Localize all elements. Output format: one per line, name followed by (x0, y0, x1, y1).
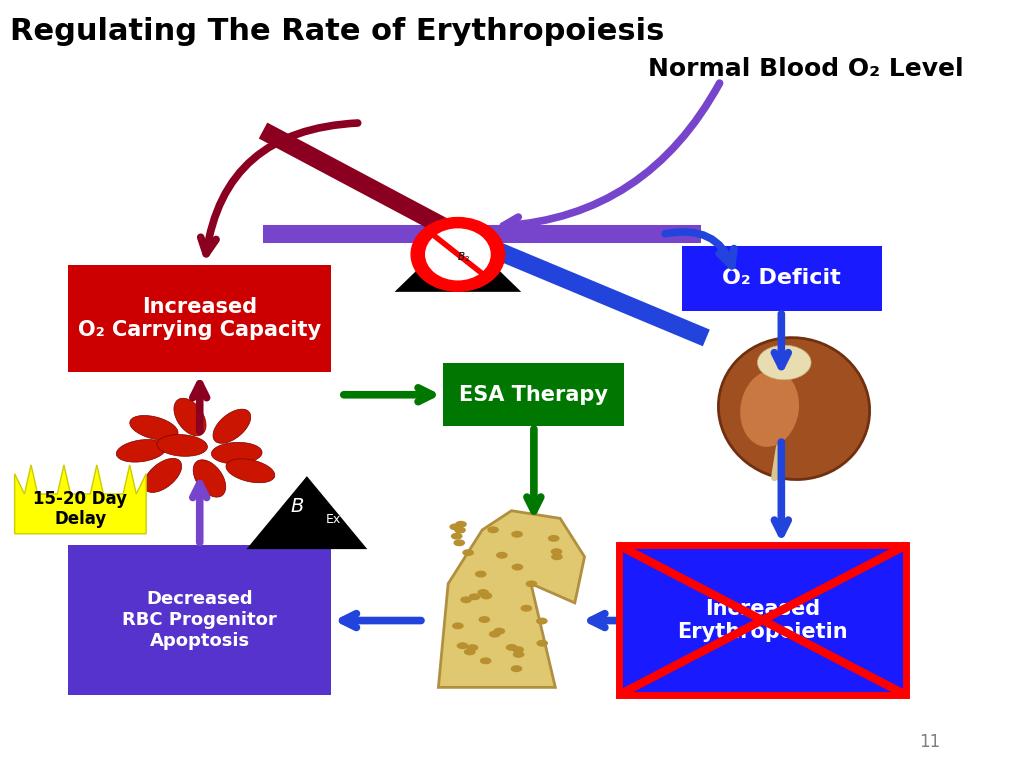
Ellipse shape (194, 460, 225, 497)
Text: Regulating The Rate of Erythropoiesis: Regulating The Rate of Erythropoiesis (10, 17, 665, 46)
Ellipse shape (740, 370, 799, 447)
Ellipse shape (512, 564, 523, 571)
FancyBboxPatch shape (682, 246, 882, 311)
Ellipse shape (475, 571, 486, 578)
Ellipse shape (513, 651, 524, 658)
Ellipse shape (512, 646, 524, 653)
Ellipse shape (143, 458, 181, 492)
Ellipse shape (477, 589, 489, 596)
FancyBboxPatch shape (443, 363, 624, 426)
Ellipse shape (130, 415, 178, 440)
PathPatch shape (438, 511, 585, 687)
Ellipse shape (211, 442, 262, 464)
Text: Increased
O₂ Carrying Capacity: Increased O₂ Carrying Capacity (78, 297, 322, 340)
FancyBboxPatch shape (69, 545, 331, 695)
Ellipse shape (213, 409, 251, 443)
Ellipse shape (758, 346, 811, 379)
Polygon shape (14, 465, 146, 534)
Ellipse shape (506, 644, 517, 651)
Ellipse shape (548, 535, 559, 542)
Text: Increased
Erythropoietin: Increased Erythropoietin (677, 598, 848, 642)
Ellipse shape (511, 665, 522, 672)
Text: 11: 11 (919, 733, 940, 751)
Ellipse shape (467, 644, 478, 651)
Circle shape (411, 217, 505, 291)
Text: 15-20 Day
Delay: 15-20 Day Delay (34, 490, 127, 528)
Ellipse shape (450, 524, 461, 531)
Ellipse shape (537, 640, 548, 647)
Ellipse shape (487, 526, 499, 533)
Text: O₂ Deficit: O₂ Deficit (723, 268, 841, 289)
Ellipse shape (157, 435, 208, 456)
Ellipse shape (480, 592, 493, 599)
Ellipse shape (494, 627, 505, 634)
Polygon shape (247, 476, 368, 549)
Ellipse shape (551, 553, 563, 560)
Text: $B_2$: $B_2$ (458, 250, 470, 264)
Ellipse shape (452, 622, 464, 629)
Ellipse shape (478, 616, 490, 623)
FancyBboxPatch shape (69, 265, 331, 372)
Text: ESA Therapy: ESA Therapy (459, 385, 608, 405)
Ellipse shape (464, 648, 475, 655)
Text: Decreased
RBC Progenitor
Apoptosis: Decreased RBC Progenitor Apoptosis (122, 591, 278, 650)
Ellipse shape (520, 604, 532, 611)
Ellipse shape (525, 581, 538, 588)
Ellipse shape (480, 657, 492, 664)
Ellipse shape (451, 533, 463, 540)
Text: $B$: $B$ (290, 498, 304, 516)
Ellipse shape (457, 642, 468, 649)
Ellipse shape (488, 631, 501, 637)
FancyBboxPatch shape (618, 545, 906, 695)
Ellipse shape (460, 596, 472, 603)
Ellipse shape (511, 531, 523, 538)
Ellipse shape (551, 548, 562, 555)
Ellipse shape (536, 617, 548, 624)
Ellipse shape (719, 338, 869, 479)
Ellipse shape (455, 521, 467, 528)
Ellipse shape (480, 592, 492, 599)
Ellipse shape (462, 549, 474, 556)
Text: Normal Blood O₂ Level: Normal Blood O₂ Level (648, 57, 964, 81)
Circle shape (426, 229, 490, 280)
Ellipse shape (454, 539, 465, 546)
Polygon shape (394, 230, 521, 292)
Ellipse shape (117, 439, 166, 462)
Text: Ex: Ex (326, 514, 341, 526)
Ellipse shape (226, 458, 274, 483)
Ellipse shape (454, 527, 466, 534)
Ellipse shape (469, 594, 480, 601)
Ellipse shape (496, 551, 508, 558)
Ellipse shape (174, 398, 206, 436)
